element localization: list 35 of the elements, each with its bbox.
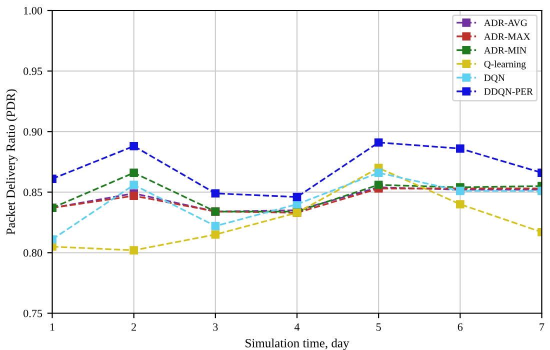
legend-label: ADR-AVG bbox=[484, 20, 528, 26]
x-tick-label: 2 bbox=[132, 323, 136, 331]
y-tick-label: 0.85 bbox=[24, 188, 42, 196]
point bbox=[130, 192, 138, 200]
point bbox=[292, 192, 302, 202]
y-tick-label: 0.80 bbox=[24, 249, 42, 257]
y-tick-label: 1.00 bbox=[24, 6, 42, 15]
point bbox=[211, 230, 220, 239]
point bbox=[374, 180, 383, 190]
y-tick-label: 0.95 bbox=[24, 68, 42, 76]
point bbox=[130, 168, 138, 177]
legend-label: DQN bbox=[484, 74, 505, 83]
y-axis-title: Packet Delivery Ratio (PDR) bbox=[6, 89, 18, 235]
x-tick-label: 4 bbox=[294, 323, 300, 331]
x-tick-label: 5 bbox=[376, 323, 381, 331]
point bbox=[130, 180, 138, 190]
point bbox=[456, 144, 464, 153]
point bbox=[456, 200, 464, 208]
y-tick-label: 0.75 bbox=[24, 310, 42, 318]
point bbox=[374, 138, 383, 147]
legend-label: DDQN-PER bbox=[484, 88, 533, 96]
point bbox=[374, 168, 383, 177]
x-tick-label: 7 bbox=[540, 323, 544, 331]
x-tick-label: 3 bbox=[213, 323, 218, 331]
x-tick-label: 1 bbox=[50, 323, 54, 331]
x-tick-label: 6 bbox=[458, 323, 463, 331]
point bbox=[130, 246, 138, 254]
legend-label: ADR-MAX bbox=[484, 33, 530, 40]
y-tick-label: 0.90 bbox=[24, 128, 42, 136]
legend-label: Q-learning bbox=[484, 60, 526, 70]
point bbox=[211, 189, 220, 198]
x-axis-title: Simulation time, day bbox=[246, 338, 350, 350]
point bbox=[130, 142, 138, 150]
legend-label: ADR-MIN bbox=[484, 47, 526, 54]
point bbox=[211, 222, 220, 230]
